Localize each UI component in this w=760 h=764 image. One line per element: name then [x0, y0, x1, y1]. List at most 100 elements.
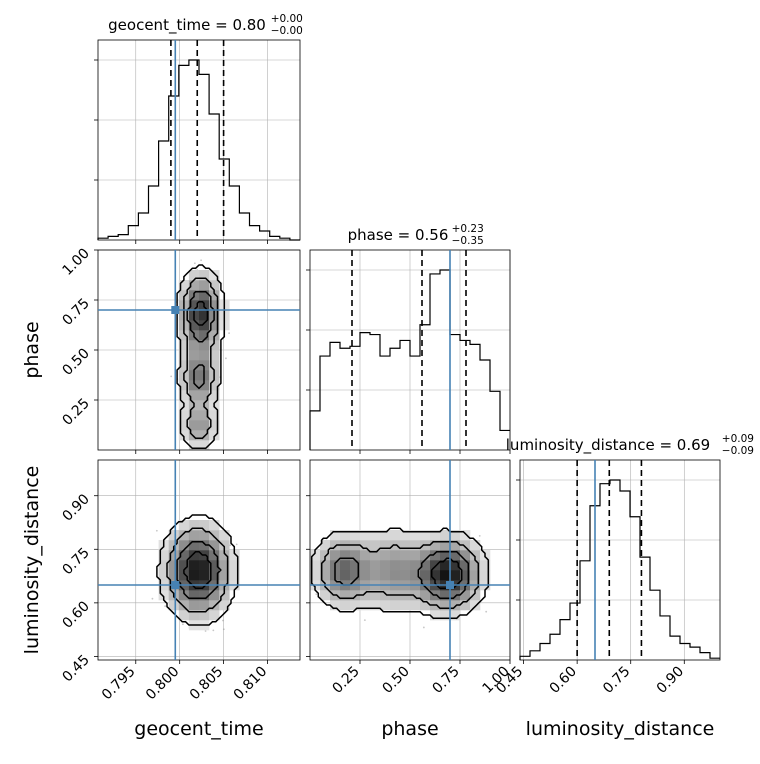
density-geocent_time-vs-phase-cell-15 [178, 280, 190, 291]
density-phase-vs-luminosity_distance-cell-116 [450, 530, 461, 541]
density-geocent_time-vs-luminosity_distance-cell-31 [188, 550, 200, 561]
density-phase-vs-luminosity_distance-cell-31 [350, 550, 361, 561]
density-geocent_time-vs-luminosity_distance-cell-57 [219, 590, 230, 601]
density-geocent_time-vs-phase-contour-1 [183, 277, 219, 440]
ytick-label-phase-1: 0.50 [59, 346, 92, 379]
density-phase-vs-luminosity_distance-cell-71 [400, 550, 411, 561]
density-geocent_time-vs-luminosity_distance-cell-60 [219, 560, 230, 571]
density-phase-vs-luminosity_distance-cell-110 [450, 590, 461, 601]
density-phase-vs-luminosity_distance-cell-105 [440, 550, 451, 561]
histogram-phase [309, 269, 510, 450]
title-geocent_time: geocent_time = 0.80 [108, 16, 266, 35]
density-geocent_time-vs-phase-point-7 [170, 375, 173, 378]
density-geocent_time-vs-luminosity_distance-cell-11 [168, 550, 180, 561]
density-geocent_time-vs-phase-cell-42 [199, 360, 210, 371]
density-geocent_time-vs-phase-cell-2 [178, 410, 190, 421]
density-phase-vs-luminosity_distance-cell-115 [450, 540, 461, 551]
density-geocent_time-vs-luminosity_distance-point-78 [164, 605, 167, 608]
text-layer: geocent_time = 0.80 +0.00−0.00 phase = 0.5… [21, 13, 754, 740]
density-phase-vs-luminosity_distance-point-12 [478, 535, 481, 537]
density-phase-vs-luminosity_distance-cell-81 [410, 530, 421, 541]
density-phase-vs-luminosity_distance-cell-99 [440, 610, 451, 621]
xtick-label-luminosity_distance-2: 0.75 [600, 664, 633, 697]
density-phase-vs-luminosity_distance-cell-17 [330, 530, 341, 541]
density-phase-vs-luminosity_distance-cell-118 [460, 590, 471, 601]
density-geocent_time-vs-phase-cell-45 [199, 330, 210, 341]
density-geocent_time-vs-phase-cell-14 [178, 290, 190, 301]
density-geocent_time-vs-phase-cell-53 [209, 420, 220, 431]
density-phase-vs-luminosity_distance-cell-125 [470, 600, 481, 611]
density-phase-vs-luminosity_distance-cell-73 [400, 530, 411, 541]
hist-panel-luminosity_distance-frame [519, 459, 721, 661]
density-geocent_time-vs-luminosity_distance-point-30 [222, 619, 224, 622]
density-phase-vs-luminosity_distance-point-102 [363, 619, 366, 622]
density-phase-vs-luminosity_distance-cell-131 [470, 540, 481, 551]
density-phase-vs-luminosity_distance-cell-47 [370, 550, 381, 561]
density-phase-vs-luminosity_distance-cell-104 [440, 560, 451, 571]
density-geocent_time-vs-phase-cell-30 [188, 300, 200, 311]
density-geocent_time-vs-phase-cell-39 [199, 390, 210, 401]
density-phase-vs-luminosity_distance-cell-3 [310, 550, 321, 561]
density-geocent_time-vs-phase-cell-16 [188, 440, 200, 450]
density-phase-vs-luminosity_distance-cell-95 [430, 560, 441, 571]
density-phase-vs-luminosity_distance-cell-65 [390, 530, 401, 541]
density-phase-vs-luminosity_distance-cell-101 [440, 590, 451, 601]
density-phase-vs-luminosity_distance-cell-21 [340, 570, 351, 581]
density-phase-vs-luminosity_distance-cell-79 [410, 550, 421, 561]
ylabel-luminosity_distance: luminosity_distance [21, 466, 43, 655]
title-luminosity_distance: luminosity_distance = 0.69 [506, 436, 710, 455]
density-phase-vs-luminosity_distance-cell-61 [390, 570, 401, 581]
density-phase-vs-luminosity_distance-cell-107 [440, 530, 451, 541]
density-phase-vs-luminosity_distance-cell-46 [370, 560, 381, 571]
density-geocent_time-vs-luminosity_distance-cell-38 [199, 590, 210, 601]
density-phase-vs-luminosity_distance-cell-4 [320, 590, 331, 601]
density-phase-vs-luminosity_distance-cell-39 [360, 550, 371, 561]
density-geocent_time-vs-luminosity_distance-cell-45 [199, 520, 210, 531]
density-geocent_time-vs-luminosity_distance-cell-34 [188, 520, 200, 531]
xtick-label-phase-1: 0.50 [379, 664, 412, 697]
density-phase-vs-luminosity_distance-cell-124 [460, 530, 471, 541]
density-layer [151, 259, 491, 632]
density-geocent_time-vs-phase-cell-46 [199, 320, 210, 331]
density-geocent_time-vs-luminosity_distance-cell-66 [229, 560, 240, 571]
density-phase-vs-luminosity_distance-cell-128 [470, 570, 481, 581]
density-phase-vs-luminosity_distance-cell-98 [430, 530, 441, 541]
xtick-label-phase-2: 0.75 [429, 664, 462, 697]
density-geocent_time-vs-luminosity_distance-cell-3 [158, 560, 169, 571]
density-phase-vs-luminosity_distance-cell-51 [380, 590, 391, 601]
density-geocent_time-vs-phase-group [170, 259, 230, 450]
density-geocent_time-vs-phase-point-42 [225, 357, 227, 360]
density-phase-vs-luminosity_distance-cell-134 [480, 560, 491, 571]
density-phase-vs-luminosity_distance-cell-121 [460, 560, 471, 571]
density-phase-vs-luminosity_distance-cell-96 [430, 550, 441, 561]
title-luminosity_distance-plus: +0.09 [722, 433, 754, 445]
density-geocent_time-vs-phase-point-28 [228, 332, 230, 335]
title-geocent_time-plus: +0.00 [271, 13, 303, 25]
density-phase-vs-luminosity_distance-cell-86 [420, 560, 431, 571]
density-phase-vs-luminosity_distance-cell-69 [400, 570, 411, 581]
density-phase-vs-luminosity_distance-cell-54 [380, 560, 391, 571]
xtick-label-geocent_time-3: 0.810 [231, 664, 271, 704]
density-phase-vs-luminosity_distance-cell-100 [440, 600, 451, 611]
density-geocent_time-vs-phase-cell-10 [178, 330, 190, 341]
density-geocent_time-vs-phase-cell-24 [188, 360, 200, 371]
density-phase-vs-luminosity_distance-cell-130 [470, 550, 481, 561]
density-geocent_time-vs-phase-cell-0 [178, 430, 190, 441]
density-geocent_time-vs-luminosity_distance-cell-10 [168, 560, 180, 571]
density-phase-vs-luminosity_distance-cell-97 [430, 540, 441, 551]
density-phase-vs-luminosity_distance-cell-89 [420, 530, 431, 541]
density-geocent_time-vs-luminosity_distance-cell-21 [178, 540, 190, 551]
density-geocent_time-vs-luminosity_distance-cell-46 [209, 610, 220, 621]
density-phase-vs-luminosity_distance-cell-6 [320, 570, 331, 581]
density-phase-vs-luminosity_distance-cell-35 [360, 590, 371, 601]
xlabel-luminosity_distance: luminosity_distance [526, 718, 715, 740]
density-phase-vs-luminosity_distance-cell-43 [370, 590, 381, 601]
density-phase-vs-luminosity_distance-cell-58 [390, 600, 401, 611]
density-geocent_time-vs-phase-cell-8 [178, 350, 190, 361]
density-geocent_time-vs-luminosity_distance-cell-13 [168, 530, 180, 541]
density-geocent_time-vs-phase-cell-17 [188, 430, 200, 441]
ytick-label-phase-0: 0.25 [59, 396, 92, 429]
density-phase-vs-luminosity_distance-cell-78 [410, 560, 421, 571]
density-phase-vs-luminosity_distance-cell-22 [340, 560, 351, 571]
